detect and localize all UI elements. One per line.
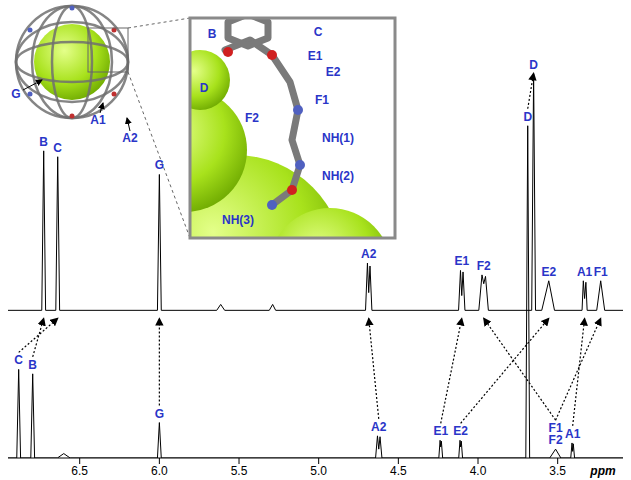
svg-text:F1: F1 <box>594 265 608 279</box>
svg-text:E1: E1 <box>454 254 469 268</box>
svg-text:5.0: 5.0 <box>310 464 327 478</box>
svg-text:ppm: ppm <box>589 464 616 478</box>
svg-text:5.5: 5.5 <box>231 464 248 478</box>
svg-text:B: B <box>28 358 37 372</box>
svg-text:F2: F2 <box>549 433 563 447</box>
svg-text:D: D <box>523 110 532 124</box>
svg-text:E2: E2 <box>326 65 341 79</box>
svg-text:G: G <box>155 407 164 421</box>
svg-text:6.0: 6.0 <box>151 464 168 478</box>
svg-text:F1: F1 <box>315 93 329 107</box>
svg-text:G: G <box>11 87 20 101</box>
svg-text:A2: A2 <box>371 420 387 434</box>
svg-text:4.5: 4.5 <box>390 464 407 478</box>
svg-text:B: B <box>208 27 217 41</box>
svg-text:B: B <box>39 135 48 149</box>
svg-text:D: D <box>200 81 209 95</box>
svg-text:C: C <box>314 25 323 39</box>
svg-text:A2: A2 <box>122 131 138 145</box>
svg-text:A1: A1 <box>577 265 593 279</box>
svg-text:C: C <box>14 353 23 367</box>
svg-text:F2: F2 <box>245 111 259 125</box>
svg-text:6.5: 6.5 <box>71 464 88 478</box>
svg-text:C: C <box>53 141 62 155</box>
svg-text:F1: F1 <box>549 421 563 435</box>
svg-text:D: D <box>529 58 538 72</box>
svg-text:4.0: 4.0 <box>470 464 487 478</box>
svg-text:3.5: 3.5 <box>549 464 566 478</box>
svg-text:A2: A2 <box>361 247 377 261</box>
svg-text:NH(1): NH(1) <box>322 131 354 145</box>
svg-text:A1: A1 <box>90 113 106 127</box>
svg-text:G: G <box>155 158 164 172</box>
svg-text:A1: A1 <box>565 427 581 441</box>
svg-text:E2: E2 <box>453 424 468 438</box>
svg-text:F2: F2 <box>477 259 491 273</box>
svg-text:E1: E1 <box>433 424 448 438</box>
svg-text:NH(3): NH(3) <box>222 213 254 227</box>
svg-text:E2: E2 <box>541 265 556 279</box>
svg-text:NH(2): NH(2) <box>322 169 354 183</box>
svg-text:E1: E1 <box>308 49 323 63</box>
